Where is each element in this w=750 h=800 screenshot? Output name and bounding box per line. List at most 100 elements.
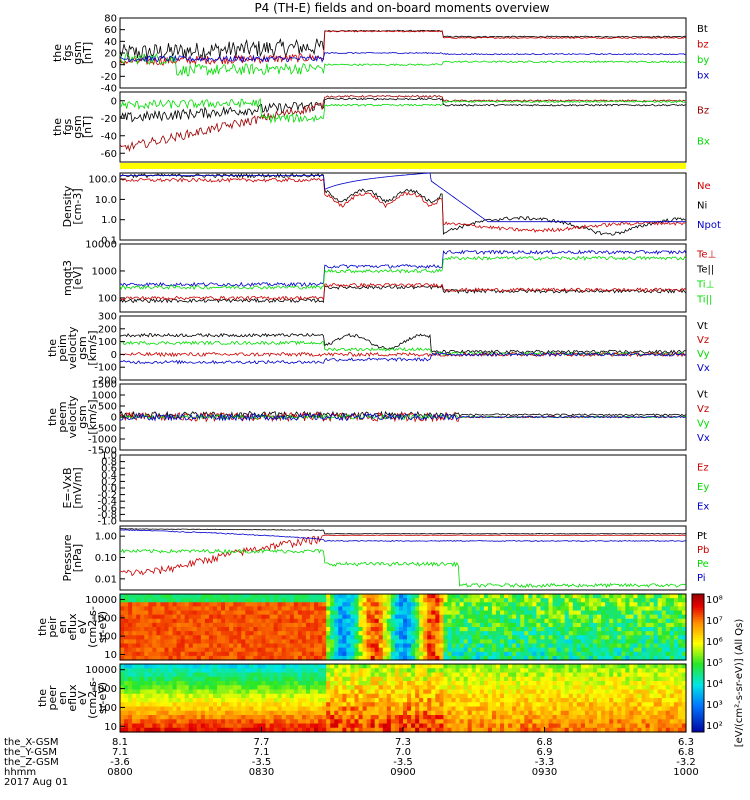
heatmap-cell bbox=[665, 627, 671, 632]
heatmap-cell bbox=[536, 727, 542, 733]
heatmap-cell bbox=[265, 681, 271, 686]
heatmap-cell bbox=[475, 610, 481, 616]
heatmap-cell bbox=[362, 647, 368, 653]
heatmap-cell bbox=[447, 606, 453, 612]
heatmap-cell bbox=[196, 664, 202, 669]
heatmap-cell bbox=[124, 702, 129, 708]
heatmap-cell bbox=[483, 618, 489, 624]
heatmap-cell bbox=[390, 689, 396, 695]
heatmap-cell bbox=[415, 693, 420, 699]
heatmap-cell bbox=[358, 610, 364, 616]
heatmap-cell bbox=[120, 698, 125, 703]
heatmap-cell bbox=[164, 618, 170, 624]
heatmap-cell bbox=[184, 715, 190, 720]
heatmap-cell bbox=[241, 727, 246, 733]
heatmap-cell bbox=[326, 689, 331, 695]
heatmap-cell bbox=[120, 702, 125, 708]
heatmap-cell bbox=[196, 706, 202, 712]
heatmap-cell bbox=[415, 719, 420, 725]
heatmap-cell bbox=[225, 631, 230, 636]
heatmap-cell bbox=[366, 727, 372, 733]
heatmap-cell bbox=[269, 723, 275, 729]
heatmap-cell bbox=[285, 676, 291, 682]
heatmap-cell bbox=[548, 622, 554, 628]
heatmap-cell bbox=[241, 710, 246, 716]
heatmap-cell bbox=[128, 639, 133, 645]
heatmap-cell bbox=[354, 643, 360, 649]
heatmap-cell bbox=[297, 710, 303, 716]
heatmap-cell bbox=[253, 706, 259, 712]
heatmap-cell bbox=[597, 698, 602, 703]
heatmap-cell bbox=[508, 610, 513, 616]
heatmap-cell bbox=[168, 689, 174, 695]
heatmap-cell bbox=[366, 594, 372, 599]
heatmap-cell bbox=[552, 664, 558, 669]
heatmap-cell bbox=[136, 706, 141, 712]
heatmap-cell bbox=[508, 668, 513, 674]
heatmap-cell bbox=[532, 647, 538, 653]
heatmap-cell bbox=[435, 602, 440, 607]
colorbar-cell bbox=[692, 635, 704, 639]
y-tick-label: -0.2 bbox=[97, 490, 117, 501]
heatmap-cell bbox=[617, 727, 622, 733]
heatmap-cell bbox=[354, 635, 360, 640]
heatmap-cell bbox=[386, 655, 392, 661]
heatmap-cell bbox=[233, 610, 238, 616]
heatmap-cell bbox=[180, 651, 186, 657]
heatmap-cell bbox=[491, 698, 497, 703]
heatmap-cell bbox=[136, 639, 141, 645]
y-tick-label: 1.0 bbox=[101, 451, 117, 462]
heatmap-cell bbox=[374, 710, 380, 716]
y-tick-label: -1500 bbox=[88, 446, 117, 457]
legend-entry: Vx bbox=[697, 433, 710, 444]
heatmap-cell bbox=[382, 635, 388, 640]
heatmap-cell bbox=[120, 643, 125, 649]
heatmap-cell bbox=[609, 723, 614, 729]
heatmap-cell bbox=[427, 622, 432, 628]
heatmap-cell bbox=[217, 664, 222, 669]
heatmap-cell bbox=[508, 594, 513, 599]
heatmap-cell bbox=[362, 706, 368, 712]
heatmap-cell bbox=[548, 647, 554, 653]
heatmap-cell bbox=[475, 631, 481, 636]
heatmap-cell bbox=[136, 635, 141, 640]
heatmap-cell bbox=[200, 639, 206, 645]
heatmap-cell bbox=[257, 685, 263, 691]
heatmap-cell bbox=[491, 602, 497, 607]
heatmap-cell bbox=[568, 606, 574, 612]
heatmap-cell bbox=[196, 710, 202, 716]
heatmap-cell bbox=[653, 598, 659, 603]
heatmap-cell bbox=[609, 631, 614, 636]
heatmap-cell bbox=[641, 610, 647, 616]
heatmap-cell bbox=[601, 668, 606, 674]
heatmap-cell bbox=[370, 710, 376, 716]
heatmap-cell bbox=[164, 689, 170, 695]
heatmap-cell bbox=[597, 618, 602, 624]
heatmap-cell bbox=[394, 727, 400, 733]
heatmap-cell bbox=[334, 598, 339, 603]
heatmap-cell bbox=[459, 655, 465, 661]
heatmap-cell bbox=[528, 614, 533, 620]
heatmap-cell bbox=[415, 706, 420, 712]
heatmap-cell bbox=[601, 602, 606, 607]
heatmap-cell bbox=[358, 719, 364, 725]
heatmap-cell bbox=[366, 693, 372, 699]
heatmap-cell bbox=[439, 606, 445, 612]
heatmap-cell bbox=[556, 710, 562, 716]
heatmap-cell bbox=[463, 598, 469, 603]
heatmap-cell bbox=[512, 618, 517, 624]
colorbar-cell bbox=[692, 699, 704, 703]
heatmap-cell bbox=[613, 719, 618, 725]
heatmap-cell bbox=[249, 715, 255, 720]
heatmap-cell bbox=[653, 631, 659, 636]
heatmap-cell bbox=[556, 706, 562, 712]
heatmap-cell bbox=[653, 672, 659, 678]
heatmap-cell bbox=[467, 710, 473, 716]
heatmap-cell bbox=[362, 689, 368, 695]
heatmap-cell bbox=[322, 643, 327, 649]
heatmap-cell bbox=[273, 710, 279, 716]
heatmap-cell bbox=[257, 681, 263, 686]
heatmap-cell bbox=[665, 598, 671, 603]
heatmap-cell bbox=[536, 631, 542, 636]
heatmap-cell bbox=[152, 706, 157, 712]
